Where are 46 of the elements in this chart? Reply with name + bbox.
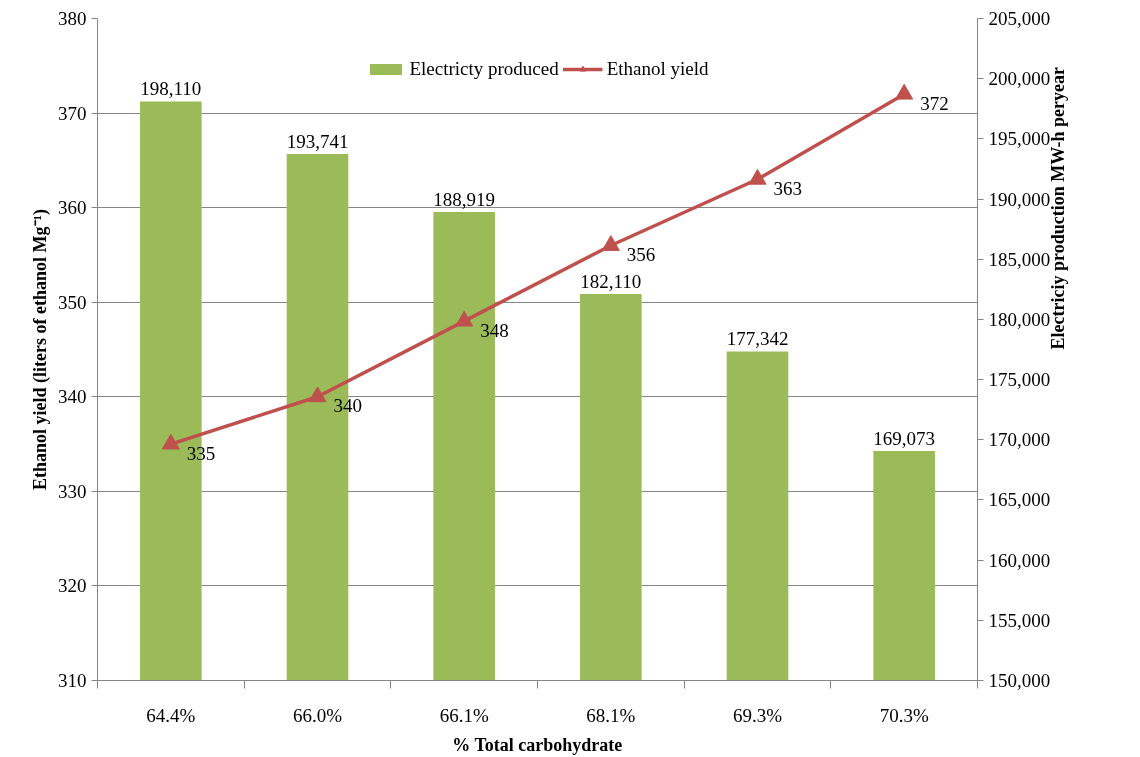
x-tick-label: 68.1% bbox=[586, 704, 636, 726]
y-tick-label: 350 bbox=[58, 291, 87, 313]
x-tick-label: 66.1% bbox=[439, 704, 489, 726]
point bbox=[161, 433, 180, 450]
y-tick-label: 380 bbox=[58, 8, 87, 29]
data-label: 363 bbox=[773, 177, 802, 199]
point bbox=[748, 168, 767, 185]
data-label: 356 bbox=[626, 243, 656, 265]
legend-label: Ethanol yield bbox=[606, 58, 709, 80]
y-tick-label: 360 bbox=[58, 197, 87, 219]
y2-tick-label: 190,000 bbox=[988, 188, 1051, 210]
data-label: 188,919 bbox=[433, 189, 496, 211]
y2-tick-label: 175,000 bbox=[988, 369, 1051, 391]
point bbox=[895, 83, 914, 100]
y2-tick-label: 170,000 bbox=[988, 429, 1051, 451]
data-label: 182,110 bbox=[580, 271, 642, 293]
point bbox=[601, 235, 620, 251]
data-label: 340 bbox=[333, 395, 362, 417]
y2-tick-label: 150,000 bbox=[988, 670, 1051, 691]
y2-tick-label: 185,000 bbox=[988, 248, 1051, 270]
y-tick-label: 310 bbox=[58, 670, 87, 691]
data-label: 193,741 bbox=[286, 131, 349, 153]
y-tick-label: 330 bbox=[58, 480, 87, 502]
data-label: 198,110 bbox=[140, 78, 202, 100]
y2-tick-label: 165,000 bbox=[988, 489, 1051, 511]
point bbox=[455, 310, 474, 327]
data-label: 177,342 bbox=[726, 328, 789, 350]
point bbox=[308, 386, 327, 403]
x-tick-label: 69.3% bbox=[732, 704, 783, 726]
x-tick-label: 66.0% bbox=[292, 704, 343, 726]
x-tick-label: 64.4% bbox=[146, 704, 196, 726]
y-tick-label: 370 bbox=[58, 102, 87, 124]
y2-tick-label: 160,000 bbox=[988, 549, 1051, 571]
y2-tick-label: 180,000 bbox=[988, 308, 1051, 330]
x-tick-label: 70.3% bbox=[879, 704, 929, 726]
x-axis-title: % Total carbohydrate bbox=[452, 734, 623, 755]
y-tick-label: 320 bbox=[58, 575, 87, 597]
y2-tick-label: 200,000 bbox=[988, 68, 1051, 90]
y2-tick-label: 195,000 bbox=[988, 128, 1051, 150]
data-label: 372 bbox=[920, 92, 949, 114]
data-label: 169,073 bbox=[873, 427, 936, 449]
y2-tick-label: 155,000 bbox=[988, 609, 1051, 631]
y2-tick-label: 205,000 bbox=[988, 8, 1051, 29]
legend-label: Electricty produced bbox=[409, 58, 559, 80]
y-tick-label: 340 bbox=[58, 386, 87, 408]
y-axis-title: Ethanol yield (liters of ethanol Mg⁻¹) bbox=[30, 209, 51, 490]
